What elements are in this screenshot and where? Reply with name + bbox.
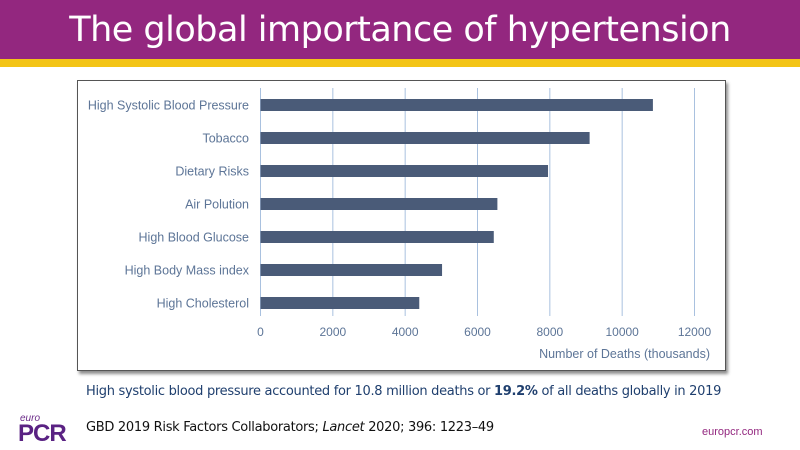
category-label: Air Polution [185,198,249,212]
x-tick-label: 12000 [678,325,712,339]
chart-frame [77,80,726,371]
caption-highlight: 19.2% [494,384,538,399]
x-axis-label: Number of Deaths (thousands) [539,347,710,361]
citation-details: 2020; 396: 1223–49 [364,420,494,435]
logo-euro-text: euro [20,413,41,424]
title-bar [0,0,800,59]
bar [260,165,549,177]
bar [260,297,420,309]
x-tick-label: 0 [257,325,264,339]
caption-text: High systolic blood pressure accounted f… [86,384,495,399]
x-tick-label: 6000 [464,325,491,339]
category-label: Tobacco [202,132,249,146]
category-label: High Systolic Blood Pressure [88,99,249,113]
x-tick-label: 4000 [392,325,419,339]
bar [260,99,653,111]
x-tick-label: 2000 [319,325,346,339]
bar [260,264,443,276]
category-label: High Body Mass index [125,264,250,278]
citation-authors: GBD 2019 Risk Factors Collaborators; [86,420,323,435]
accent-bar [0,59,800,67]
caption-text-end: of all deaths globally in 2019 [537,384,722,399]
bar [260,198,498,210]
website-link[interactable]: europcr.com [702,426,763,438]
category-label: Dietary Risks [175,165,249,179]
category-label: High Cholesterol [157,297,249,311]
x-tick-label: 10000 [605,325,639,339]
caption: High systolic blood pressure accounted f… [86,384,721,399]
bar [260,132,590,144]
citation-journal: Lancet [322,420,365,435]
logo-pcr: PCR [18,420,67,447]
citation: GBD 2019 Risk Factors Collaborators; Lan… [86,420,494,435]
slide-title: The global importance of hypertension [69,10,731,50]
bar [260,231,494,243]
category-label: High Blood Glucose [139,231,250,245]
x-tick-label: 8000 [536,325,563,339]
